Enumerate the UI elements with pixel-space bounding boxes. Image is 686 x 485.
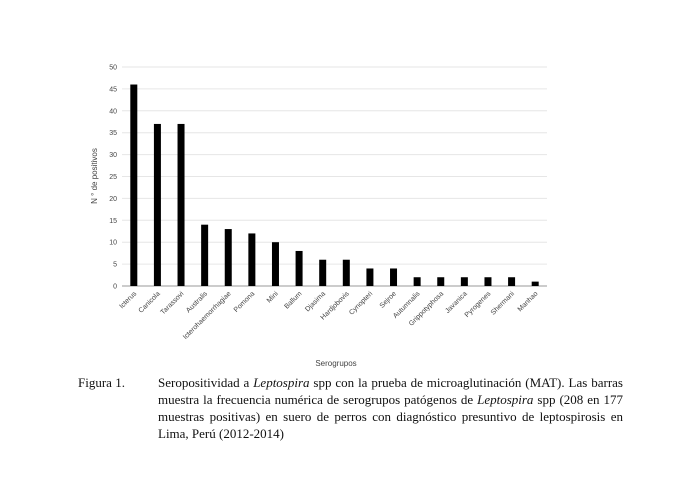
bar bbox=[130, 84, 138, 287]
y-tick-label: 5 bbox=[113, 262, 117, 269]
y-tick-label: 40 bbox=[109, 108, 117, 115]
bar bbox=[271, 242, 279, 286]
bar bbox=[342, 259, 350, 286]
x-tick-label: Shermani bbox=[490, 290, 516, 316]
y-tick-label: 30 bbox=[109, 152, 117, 159]
y-tick-label: 10 bbox=[109, 240, 117, 247]
bar bbox=[366, 268, 374, 286]
caption-italic-1: Leptospira bbox=[253, 375, 310, 390]
y-tick-label: 35 bbox=[109, 130, 117, 137]
bar-chart: 0 5 10 15 20 25 30 35 40 45 50 Icterus CanicolaTara… bbox=[90, 65, 547, 368]
caption-part-1: Seropositividad a bbox=[158, 375, 254, 390]
bar bbox=[484, 277, 492, 286]
bar bbox=[390, 268, 398, 286]
bar bbox=[460, 277, 468, 286]
x-tick-label: Icterus bbox=[118, 290, 138, 310]
caption-part-2: spp con la prueba de microaglutinación (… bbox=[158, 375, 623, 407]
caption-italic-2: Leptospira bbox=[477, 392, 534, 407]
x-tick-label: Djasima bbox=[304, 290, 327, 313]
bars bbox=[130, 84, 539, 287]
bar bbox=[531, 281, 539, 286]
bar bbox=[153, 123, 161, 286]
x-tick-label: Tarassovi bbox=[160, 290, 186, 316]
figure-caption: Figura 1. Seropositividad a Leptospira s… bbox=[78, 374, 623, 442]
x-tick-label: Javanica bbox=[444, 290, 469, 315]
bar bbox=[224, 229, 232, 286]
bar bbox=[177, 123, 185, 286]
y-tick-labels: 0 5 10 15 20 25 30 35 40 45 50 bbox=[109, 65, 117, 291]
x-tick-label: Cynopteri bbox=[348, 290, 374, 316]
caption-part-3: spp (208 en 177 muestras positivas) en s… bbox=[158, 392, 623, 441]
x-tick-label: Sejroe bbox=[379, 290, 398, 309]
x-tick-label: Ballum bbox=[283, 290, 303, 310]
y-tick-label: 20 bbox=[109, 196, 117, 203]
caption-label: Figura 1. bbox=[78, 375, 125, 390]
y-tick-label: 45 bbox=[109, 86, 117, 93]
x-tick-label: Manhao bbox=[517, 290, 540, 313]
bar bbox=[201, 224, 209, 286]
bar bbox=[295, 250, 303, 286]
gridlines bbox=[122, 66, 547, 265]
y-tick-label: 25 bbox=[109, 174, 117, 181]
bar bbox=[413, 277, 421, 286]
y-tick-label: 50 bbox=[109, 65, 117, 72]
bar bbox=[508, 277, 516, 286]
y-tick-label: 15 bbox=[109, 218, 117, 225]
x-tick-label: Canicola bbox=[138, 290, 162, 314]
x-tick-label: Pomona bbox=[233, 290, 256, 313]
x-tick-label: Mini bbox=[266, 290, 280, 304]
y-tick-label: 0 bbox=[113, 284, 117, 291]
x-axis-title: Serogrupos bbox=[315, 359, 356, 368]
y-axis-title: N ° de positivos bbox=[90, 148, 99, 204]
x-tick-label: Pyrogenes bbox=[464, 290, 493, 319]
caption-text: Seropositividad a Leptospira spp con la … bbox=[158, 374, 623, 442]
x-tick-label: Australis bbox=[185, 290, 209, 314]
bar bbox=[248, 233, 256, 286]
bar bbox=[437, 277, 445, 286]
bar bbox=[319, 259, 327, 286]
x-tick-label: Icterohaemorrhagiae bbox=[182, 290, 233, 341]
